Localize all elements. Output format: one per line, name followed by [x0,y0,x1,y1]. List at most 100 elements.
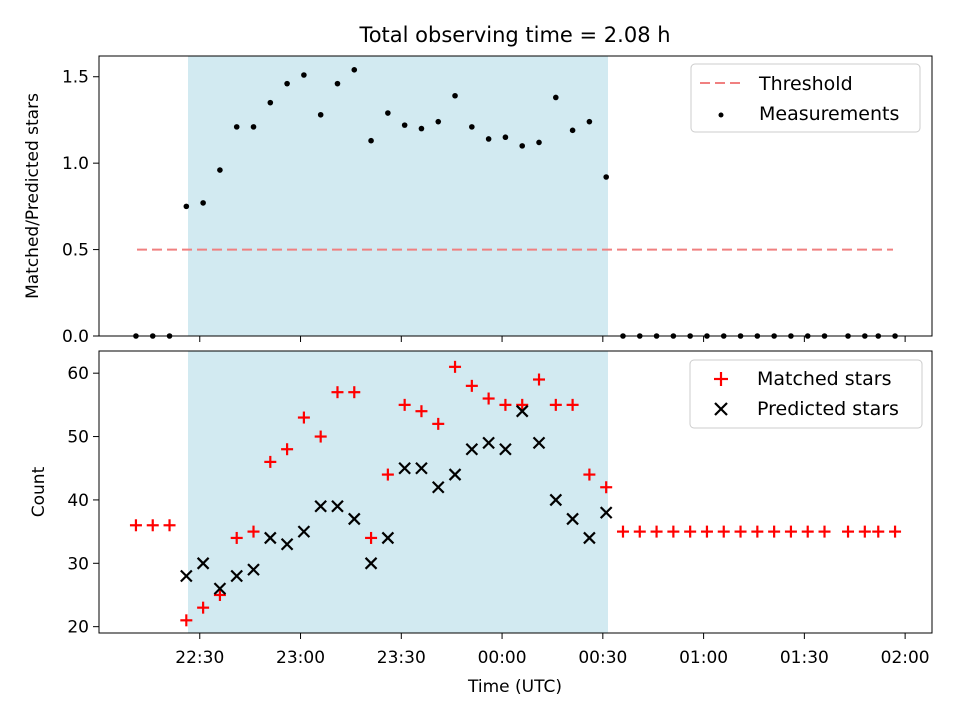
legend-measurements-swatch [718,112,724,118]
bottom-points [129,360,902,627]
bottom-y-tick-label: 50 [67,428,89,448]
top-y-tick-label: 1.5 [62,68,89,88]
top-y-tick-label: 0.5 [62,241,89,261]
matched-star-point [872,525,885,538]
legend-measurements-label: Measurements [759,103,899,125]
matched-star-point [432,417,445,430]
measurement-point [435,118,442,125]
measurement-point [267,99,274,106]
measurement-point [485,136,492,142]
predicted-star-point [180,569,193,583]
measurement-point [553,94,559,101]
predicted-star-point [247,563,260,576]
measurement-point [301,72,307,78]
predicted-star-point [364,557,378,570]
matched-star-point [583,468,596,481]
x-tick-label: 02:00 [881,648,930,668]
matched-star-point [264,455,277,468]
bottom-panel-frame [98,350,933,634]
top-legend-box [690,63,921,133]
matched-star-point [398,398,411,411]
matched-star-point [516,398,529,411]
predicted-star-point [230,569,243,583]
matched-star-point [197,601,210,614]
matched-star-point [818,525,831,538]
matched-star-point [842,525,855,538]
predicted-star-point [566,512,579,526]
x-axis: 22:30 23:00 23:30 00:00 00:30 01:00 01:30 02:00 [175,336,930,668]
bottom-y-axis-label: Count [29,466,49,517]
predicted-star-point [599,506,613,519]
matched-star-point [331,386,344,399]
legend-predicted-swatch [714,402,728,416]
predicted-star-point [213,582,227,595]
matched-star-point [146,519,159,532]
matched-star-point [751,525,764,538]
measurement-point [569,127,576,134]
matched-star-point [533,373,546,386]
bottom-y-axis: 20 30 40 50 60 [67,364,99,638]
measurement-point [385,110,391,116]
bottom-y-tick-label: 40 [67,491,89,511]
matched-star-point [858,525,871,538]
matched-star-point [768,525,781,538]
matched-star-point [784,525,797,538]
measurement-point [536,139,542,146]
matched-star-point [801,525,814,538]
predicted-star-point [465,442,479,456]
matched-star-point [449,360,462,373]
top-legend: Threshold Measurements [690,63,921,133]
predicted-star-point [331,499,344,513]
x-tick-label: 22:30 [175,648,224,668]
matched-star-point [717,525,730,538]
bottom-panel: 20 30 40 50 60 Count Matched stars Predicted… [29,350,933,638]
matched-star-point [549,398,562,411]
matched-star-point [314,430,327,443]
predicted-star-point [415,461,428,475]
bottom-span [188,351,608,633]
x-tick-label: 01:30 [780,648,829,668]
matched-star-point [600,481,613,494]
matched-star-point [163,519,176,532]
matched-star-point [465,379,478,392]
measurement-point [233,124,240,130]
predicted-star-point [482,436,495,450]
measurement-point [200,200,206,206]
top-y-tick-label: 0.0 [62,327,89,347]
measurement-point [183,203,190,210]
x-tick-label: 01:00 [679,648,728,668]
measurement-point [334,80,341,87]
top-y-tick-label: 1.0 [62,154,89,174]
matched-star-point [633,525,646,538]
top-y-axis-label: Matched/Predicted stars [23,93,43,299]
matched-star-point [566,398,579,411]
matched-star-point [700,525,713,538]
bottom-legend-box [689,359,923,429]
measurement-point [250,124,257,130]
measurement-point [502,134,509,141]
x-tick-label: 00:00 [478,648,527,668]
matched-star-point [348,386,361,399]
predicted-star-point [398,461,411,475]
top-span [188,56,608,336]
x-axis-label: Time (UTC) [467,677,562,697]
legend-matched-label: Matched stars [757,368,891,390]
legend-predicted-label: Predicted stars [757,398,899,420]
legend-matched-swatch [714,372,728,386]
top-panel: 0.0 0.5 1.0 1.5 Matched/Predicted stars Thr… [23,55,933,347]
matched-star-point [650,525,663,538]
top-y-axis: 0.0 0.5 1.0 1.5 [62,68,99,347]
top-panel-frame [98,55,933,337]
measurement-point [401,122,408,128]
matched-star-point [499,398,512,411]
predicted-star-point [431,480,445,494]
predicted-star-point [280,538,294,551]
measurement-point [519,143,526,149]
matched-star-point [684,525,697,538]
chart-title: Total observing time = 2.08 h [358,23,670,47]
measurement-point [317,111,324,118]
matched-star-point [734,525,747,538]
measurement-point [351,67,358,73]
bottom-y-tick-label: 20 [67,618,89,638]
predicted-star-point [515,404,529,418]
